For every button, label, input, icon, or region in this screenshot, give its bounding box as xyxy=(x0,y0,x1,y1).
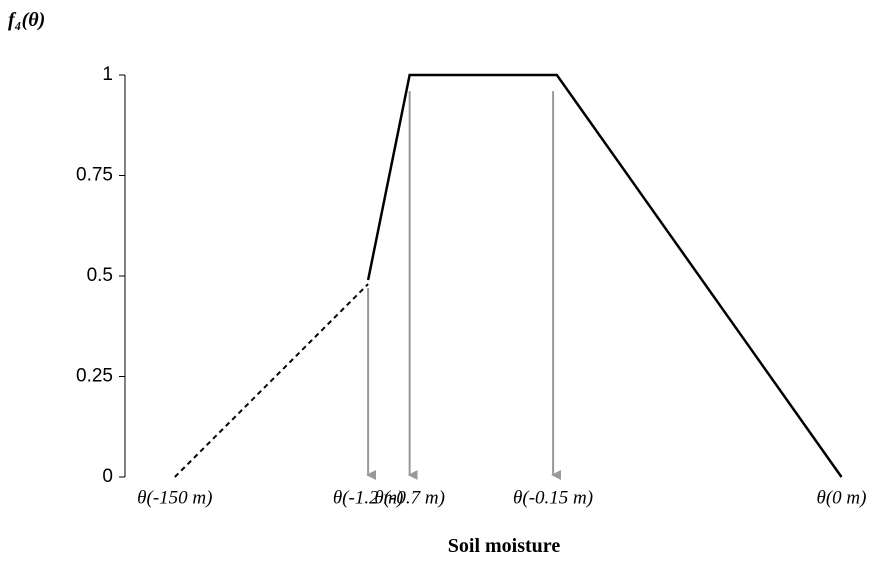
x-axis-label: Soil moisture xyxy=(448,535,561,557)
x-tick-label: θ(-1.2 m) xyxy=(333,487,404,508)
x-tick-label: θ(-150 m) xyxy=(137,487,212,508)
y-tick-label: 0.5 xyxy=(87,265,113,286)
y-tick-label: 1 xyxy=(102,64,113,85)
y-tick-label: 0.25 xyxy=(76,366,113,387)
x-tick-label: θ(0 m) xyxy=(817,487,867,508)
y-tick-label: 0 xyxy=(102,466,113,487)
y-axis-label: f₄(θ) xyxy=(8,9,45,31)
line xyxy=(366,73,843,478)
x-tick-label: θ(-0.15 m) xyxy=(513,487,593,508)
dashed-line xyxy=(174,283,369,478)
x-tick-label: θ(-0.7 m) xyxy=(374,487,445,508)
y-tick-label: 0.75 xyxy=(76,165,113,186)
